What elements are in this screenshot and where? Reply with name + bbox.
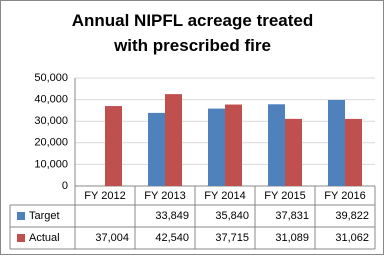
bar [105, 106, 122, 186]
bar [328, 99, 345, 186]
y-tick-label: 10,000 [34, 158, 68, 170]
table-value: 31,089 [275, 232, 309, 244]
bar [268, 104, 285, 186]
x-tick-label: FY 2012 [84, 190, 125, 202]
x-tick-label: FY 2014 [204, 190, 245, 202]
table-value: 37,831 [275, 210, 309, 222]
legend-key [17, 212, 25, 220]
legend-label: Actual [29, 232, 60, 244]
legend-key [17, 234, 25, 242]
y-tick-label: 50,000 [34, 72, 68, 84]
legend-label: Target [29, 210, 60, 222]
table-value: 37,715 [215, 232, 249, 244]
table-value: 35,840 [215, 210, 249, 222]
table-value: 42,540 [155, 232, 189, 244]
table-value: 39,822 [335, 210, 369, 222]
bar [208, 108, 225, 186]
x-tick-label: FY 2016 [324, 190, 365, 202]
x-tick-label: FY 2013 [144, 190, 185, 202]
table-value: 37,004 [95, 232, 129, 244]
table-value: 33,849 [155, 210, 189, 222]
bar [148, 112, 165, 186]
y-tick-label: 30,000 [34, 115, 68, 127]
y-tick-label: 20,000 [34, 137, 68, 149]
bar [345, 118, 362, 186]
bar [285, 118, 302, 186]
y-tick-label: 0 [62, 180, 68, 192]
chart-title: Annual NIPFL acreage treated with prescr… [71, 11, 314, 55]
y-tick-label: 40,000 [34, 94, 68, 106]
bar [225, 104, 242, 186]
bar [165, 94, 182, 186]
table-value: 31,062 [335, 232, 369, 244]
x-tick-label: FY 2015 [264, 190, 305, 202]
